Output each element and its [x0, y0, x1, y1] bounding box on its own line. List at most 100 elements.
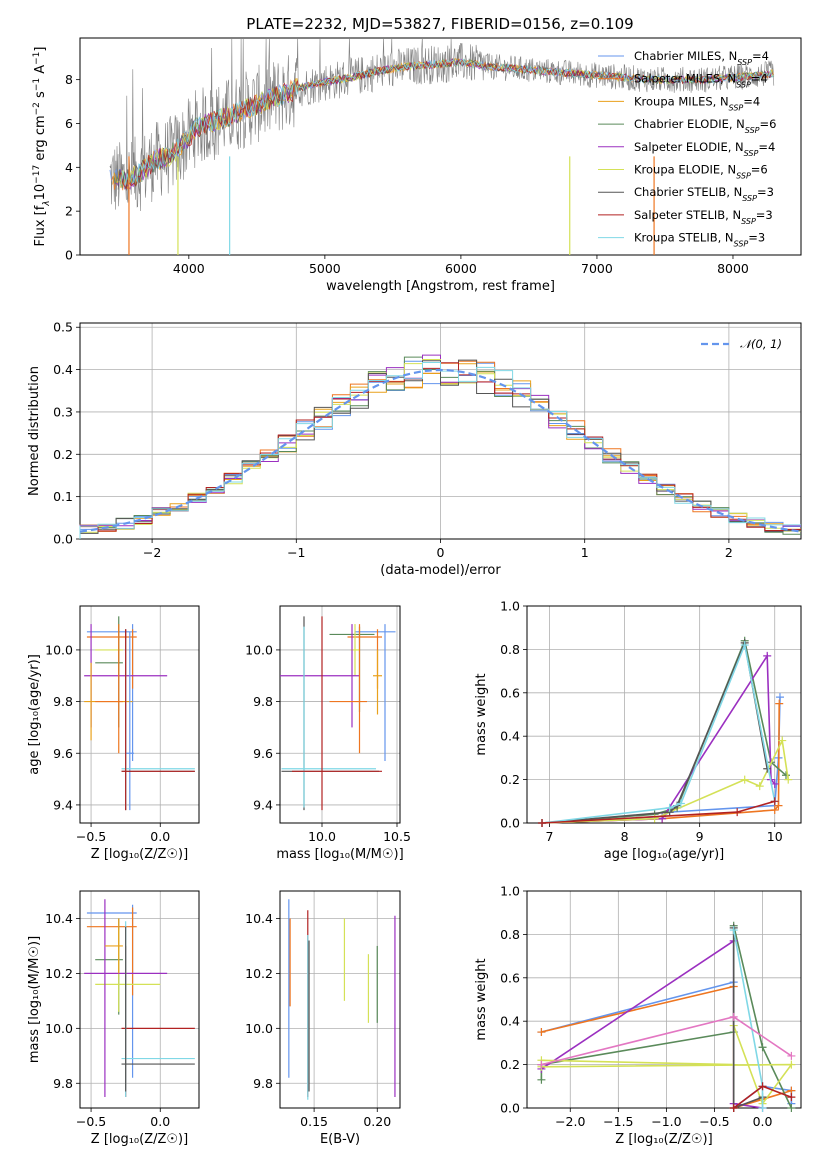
y-axis-label: mass [log₁₀(M/M☉)] — [27, 936, 42, 1063]
errorbar-layer — [280, 616, 396, 811]
y-axis-label-part: λ — [42, 200, 52, 206]
axes-frame — [79, 605, 200, 824]
legend-label-name: Chabrier MILES, N — [634, 49, 737, 63]
legend-label: Kroupa MILES, NSSP=4 — [634, 94, 760, 112]
legend-label-name: Salpeter STELIB, N — [634, 208, 741, 222]
legend-label-sub: SSP — [734, 239, 749, 248]
errorbar-layer — [288, 899, 396, 1100]
legend-label-name: Kroupa STELIB, N — [634, 231, 734, 245]
y-tick-label: 1.0 — [500, 884, 520, 899]
y-tick-label: 0.0 — [500, 816, 520, 831]
weight-marker — [740, 775, 749, 784]
legend-label-n: =3 — [748, 231, 765, 245]
y-tick-label: 9.4 — [53, 797, 73, 812]
x-axis-label: Z [log₁₀(Z/Z☉)] — [91, 1132, 188, 1147]
weight-marker — [770, 805, 779, 814]
legend-label-n: =3 — [756, 208, 773, 222]
legend-label: Salpeter STELIB, NSSP=3 — [634, 208, 773, 226]
y-tick-label: 9.6 — [53, 746, 73, 761]
y-tick-label: 10.0 — [245, 642, 273, 657]
weight-marker — [781, 771, 790, 780]
x-tick-label: 9 — [696, 829, 704, 844]
x-tick-label: 10.5 — [383, 829, 411, 844]
weight-marker — [787, 1093, 796, 1102]
legend-label-n: =4 — [743, 94, 760, 108]
x-axis-label: wavelength [Angstrom, rest frame] — [326, 279, 555, 294]
legend-label-sub: SSP — [729, 103, 744, 112]
axes-frame — [79, 890, 200, 1109]
x-axis-label: age [log₁₀(age/yr)] — [604, 847, 725, 862]
y-axis-label-part: A — [33, 65, 48, 78]
y-tick-label: 0.2 — [500, 772, 520, 787]
y-tick-label: 0.2 — [500, 1057, 520, 1072]
y-axis-label-part: erg cm — [33, 115, 48, 164]
weight-marker — [774, 801, 783, 810]
mass-vs-EBV-panel: 0.15 0.20 9.8 10.0 10.2 10.4 E(B-V) — [245, 890, 401, 1147]
weight-marker — [770, 797, 779, 806]
x-tick-label: 7 — [546, 829, 554, 844]
y-axis-label: Flux [fλ10−17 erg cm−2 s−1 A−1] — [32, 47, 52, 247]
y-tick-label: 10.0 — [45, 642, 73, 657]
weight-marker — [787, 1051, 796, 1060]
weight-marker — [755, 782, 764, 791]
x-axis-label: Z [log₁₀(Z/Z☉)] — [91, 847, 188, 862]
legend-label-name: Salpeter MILES, N — [634, 72, 736, 86]
y-axis-label-part: −1 — [32, 78, 42, 91]
weight-marker — [537, 1075, 546, 1084]
y-axis-label: Normed distribution — [27, 366, 42, 496]
y-tick-label: 0.6 — [500, 970, 520, 985]
y-tick-label: 10.0 — [245, 1021, 273, 1036]
weight-marker — [537, 1028, 546, 1037]
y-tick-label: 0.8 — [500, 927, 520, 942]
x-tick-label: 4000 — [173, 261, 205, 276]
x-tick-label: 7000 — [581, 261, 613, 276]
histogram-step — [79, 359, 801, 539]
legend-label-name: Chabrier STELIB, N — [634, 185, 742, 199]
legend-label-n: =4 — [751, 72, 768, 86]
y-tick-label: 0.2 — [53, 447, 73, 462]
y-tick-label: 0.0 — [500, 1101, 520, 1116]
x-tick-label: 0.0 — [150, 1114, 170, 1129]
legend-label-name: Chabrier ELODIE, N — [634, 117, 745, 131]
legend-label-n: =3 — [757, 185, 774, 199]
legend-label-n: =6 — [751, 163, 768, 177]
y-tick-label: 9.8 — [253, 694, 273, 709]
y-tick-label: 10.4 — [245, 911, 273, 926]
x-tick-label: 10.0 — [308, 829, 336, 844]
x-tick-label: 8000 — [717, 261, 749, 276]
y-tick-label: 0.8 — [500, 642, 520, 657]
y-tick-label: 9.8 — [53, 694, 73, 709]
y-axis-label: age [log₁₀(age/yr)] — [27, 654, 42, 775]
legend-label-name: Kroupa ELODIE, N — [634, 163, 736, 177]
weight-line — [541, 653, 776, 824]
legend-label-n: =6 — [760, 117, 777, 131]
legend-label-sub: SSP — [742, 194, 757, 203]
legend-label-n: =4 — [758, 140, 775, 154]
x-tick-label: −1 — [287, 545, 305, 560]
legend-label-sub: SSP — [736, 171, 751, 180]
x-tick-label: 0.0 — [753, 1114, 773, 1129]
weight-marker — [758, 1082, 767, 1091]
y-axis-label-part: −17 — [32, 165, 42, 184]
x-tick-label: 0.15 — [300, 1114, 328, 1129]
x-tick-label: 2 — [725, 545, 733, 560]
axes-frame — [79, 37, 802, 256]
weight-line — [541, 703, 780, 824]
weight-marker — [763, 651, 772, 660]
y-tick-label: 10.2 — [45, 966, 73, 981]
y-tick-label: 9.8 — [53, 1076, 73, 1091]
weight-marker — [758, 1104, 767, 1112]
y-tick-label: 1.0 — [500, 599, 520, 614]
x-tick-label: 10 — [767, 829, 783, 844]
y-tick-label: 0 — [65, 248, 73, 263]
x-tick-label: 8 — [621, 829, 629, 844]
y-tick-label: 0.0 — [53, 532, 73, 547]
x-tick-label: 1 — [581, 545, 589, 560]
y-tick-label: 6 — [65, 116, 73, 131]
weight-marker — [729, 1104, 738, 1112]
residuals-panel: −2 −1 0 1 2 0.0 0.1 0.2 0.3 0.4 0.5 (data-model)/er… — [27, 320, 802, 578]
y-tick-label: 10.2 — [245, 966, 273, 981]
weight-marker — [538, 819, 547, 827]
y-axis-label-part: s — [33, 91, 48, 102]
errorbar-layer — [84, 616, 195, 811]
